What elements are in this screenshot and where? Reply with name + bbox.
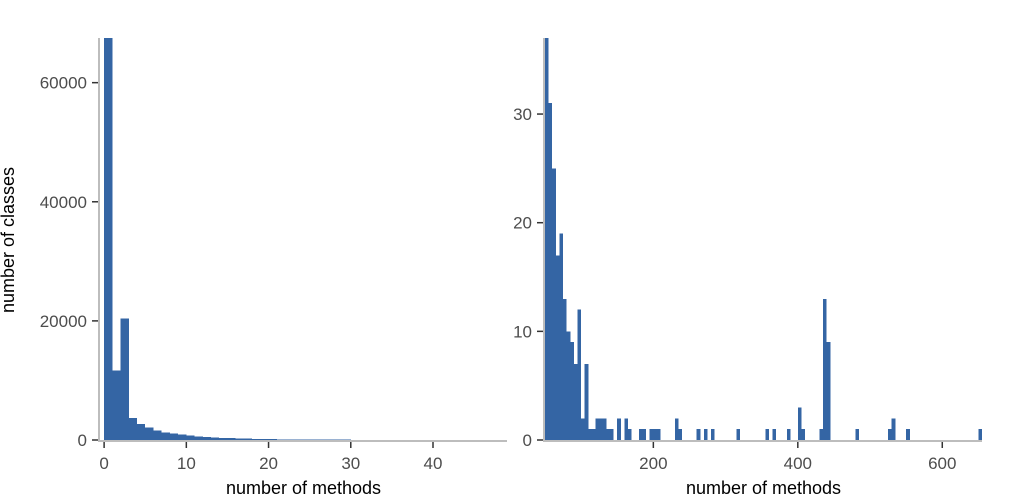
right-x-tick-label: 200 [639, 454, 667, 473]
left-histogram-bar [285, 439, 294, 440]
right-histogram-bar [570, 342, 574, 440]
right-histogram-bar [555, 255, 560, 440]
right-histogram-bar [906, 429, 910, 440]
left-histogram-bar [112, 370, 121, 440]
right-histogram-bar [588, 429, 592, 440]
right-histogram-bar [678, 429, 683, 440]
left-histogram-bar [145, 427, 154, 440]
left-y-axis-title: number of classes [0, 167, 18, 313]
left-histogram-bar [252, 438, 261, 440]
left-histogram-bar [276, 439, 285, 440]
right-histogram-bar [703, 429, 708, 440]
left-x-axis-title: number of methods [226, 478, 381, 498]
right-histogram-bar [584, 363, 589, 440]
left-histogram-bars [104, 38, 507, 440]
right-histogram-bar [736, 429, 741, 440]
right-x-tick-label: 600 [928, 454, 956, 473]
right-histogram-panel: 200 400 600 0 10 20 30 number of methods [513, 38, 982, 498]
right-histogram-bar [888, 429, 892, 440]
left-histogram-bar [137, 423, 146, 440]
right-histogram-bar [559, 233, 564, 440]
right-histogram-bar [891, 418, 896, 440]
left-histogram-bar [243, 438, 253, 440]
right-histogram-bar [656, 429, 661, 440]
right-histogram-bar [823, 298, 827, 440]
right-histogram-bar [577, 309, 582, 440]
right-histogram-bar [978, 429, 982, 440]
left-y-tick-label: 40000 [40, 193, 87, 212]
right-histogram-bar [696, 429, 701, 440]
right-histogram-bar [548, 103, 553, 440]
left-histogram-bar [227, 438, 236, 440]
right-histogram-bar [599, 418, 603, 440]
right-histogram-bar [573, 363, 578, 440]
left-x-tick-label: 10 [177, 454, 196, 473]
right-histogram-bar [581, 418, 585, 440]
right-histogram-bar [642, 429, 647, 440]
right-histogram-bar [675, 418, 679, 440]
right-histogram-bars [545, 38, 982, 440]
right-histogram-bar [606, 429, 611, 440]
right-histogram-bar [624, 418, 629, 440]
left-histogram-bar [211, 437, 220, 440]
left-histogram-panel: 0 10 20 30 40 0 20000 40000 60000 number of meth… [0, 38, 507, 498]
left-histogram-bar [268, 439, 277, 440]
right-histogram-bar [653, 429, 657, 440]
right-x-tick-label: 400 [784, 454, 812, 473]
left-histogram-bar [194, 436, 203, 440]
left-histogram-bar [293, 439, 302, 440]
left-histogram-bar [178, 434, 187, 440]
left-histogram-bar [186, 435, 195, 440]
left-histogram-bar [219, 437, 228, 440]
right-x-axis-title: number of methods [686, 478, 841, 498]
left-histogram-bar [153, 430, 162, 440]
left-x-tick-label: 30 [341, 454, 360, 473]
right-histogram-bar [855, 429, 860, 440]
right-y-tick-label: 10 [513, 322, 532, 341]
left-histogram-bar [128, 417, 137, 440]
right-histogram-bar [786, 429, 791, 440]
right-histogram-bar [711, 429, 715, 440]
left-histogram-bar [104, 38, 113, 440]
right-histogram-bar [628, 429, 632, 440]
right-histogram-bar [819, 429, 824, 440]
right-histogram-bar [772, 429, 777, 440]
right-histogram-bar [545, 38, 549, 440]
right-histogram-bar [765, 429, 769, 440]
right-histogram-bar [826, 342, 831, 440]
right-histogram-bar [595, 418, 600, 440]
right-y-tick-label: 20 [513, 214, 532, 233]
left-histogram-bar [235, 438, 244, 440]
left-histogram-bar [202, 437, 211, 440]
left-x-tick-label: 20 [259, 454, 278, 473]
right-axis-ticks: 200 400 600 0 10 20 30 [513, 105, 956, 473]
left-y-tick-label: 60000 [40, 74, 87, 93]
right-histogram-bar [638, 429, 643, 440]
right-histogram-bar [591, 429, 596, 440]
right-histogram-bar [602, 418, 607, 440]
right-y-tick-label: 30 [513, 105, 532, 124]
left-histogram-bar [260, 439, 269, 440]
left-histogram-bar [169, 433, 179, 440]
right-histogram-bar [610, 429, 614, 440]
right-histogram-bar [649, 429, 654, 440]
right-histogram-bar [566, 331, 571, 440]
right-y-tick-label: 0 [523, 431, 532, 450]
left-histogram-bar [120, 318, 129, 440]
left-y-tick-label: 0 [78, 431, 87, 450]
right-histogram-bar [801, 429, 806, 440]
right-histogram-bar [797, 407, 802, 440]
right-histogram-bar [563, 298, 567, 440]
left-histogram-bar [161, 432, 170, 440]
right-histogram-bar [617, 418, 621, 440]
right-histogram-bar [552, 168, 556, 440]
left-y-tick-label: 20000 [40, 312, 87, 331]
left-x-tick-label: 0 [99, 454, 108, 473]
left-axis-ticks: 0 10 20 30 40 0 20000 40000 60000 [40, 74, 443, 473]
left-x-tick-label: 40 [424, 454, 443, 473]
